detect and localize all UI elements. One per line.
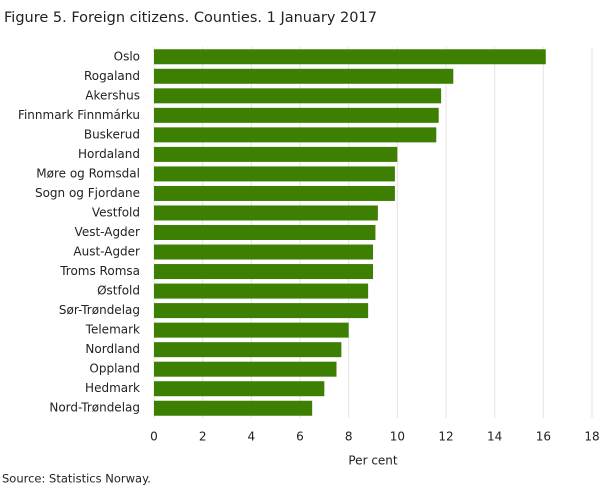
y-tick-label: Oslo: [114, 49, 140, 63]
bar: [154, 127, 437, 143]
y-tick-label: Troms Romsa: [59, 264, 140, 278]
y-tick-label: Hordaland: [78, 147, 140, 161]
y-tick-label: Finnmark Finnmárku: [18, 108, 140, 122]
y-tick-label: Vestfold: [92, 205, 140, 219]
y-tick-label: Telemark: [85, 323, 140, 337]
bar: [154, 303, 369, 319]
y-tick-label: Nord-Trøndelag: [49, 401, 140, 415]
bar: [154, 166, 395, 182]
bar: [154, 283, 369, 299]
bar: [154, 244, 373, 260]
x-tick-label: 6: [296, 430, 304, 444]
bar: [154, 264, 373, 280]
x-tick-label: 14: [487, 430, 502, 444]
y-tick-label: Hedmark: [85, 381, 140, 395]
bar: [154, 322, 349, 338]
y-tick-label: Østfold: [97, 284, 140, 298]
x-tick-label: 4: [248, 430, 256, 444]
bar: [154, 361, 337, 377]
y-tick-label: Nordland: [85, 342, 140, 356]
x-axis-label: Per cent: [348, 454, 398, 468]
bar: [154, 381, 325, 397]
x-tick-label: 8: [345, 430, 353, 444]
bar: [154, 400, 313, 416]
x-tick-label: 18: [584, 430, 599, 444]
bar: [154, 342, 342, 358]
bar: [154, 49, 546, 65]
bar: [154, 107, 439, 123]
y-tick-label: Sør-Trøndelag: [59, 303, 140, 317]
x-tick-label: 10: [390, 430, 405, 444]
y-tick-label: Aust-Agder: [73, 245, 140, 259]
bar: [154, 205, 378, 221]
bar: [154, 225, 376, 240]
bar: [154, 68, 454, 84]
x-tick-label: 16: [536, 430, 551, 444]
x-tick-label: 2: [199, 430, 207, 444]
x-tick-label: 0: [150, 430, 158, 444]
y-tick-label: Sogn og Fjordane: [35, 186, 140, 200]
source-note: Source: Statistics Norway.: [2, 472, 151, 486]
y-tick-label: Buskerud: [84, 127, 140, 141]
bar: [154, 185, 395, 201]
y-tick-label: Vest-Agder: [75, 225, 141, 239]
y-tick-label: Møre og Romsdal: [36, 166, 140, 180]
y-tick-label: Akershus: [85, 88, 140, 102]
y-tick-label: Rogaland: [84, 69, 140, 83]
bar: [154, 88, 442, 104]
chart-title: Figure 5. Foreign citizens. Counties. 1 …: [4, 10, 377, 26]
bar: [154, 146, 398, 162]
x-tick-label: 12: [438, 430, 453, 444]
y-tick-label: Oppland: [89, 362, 140, 376]
